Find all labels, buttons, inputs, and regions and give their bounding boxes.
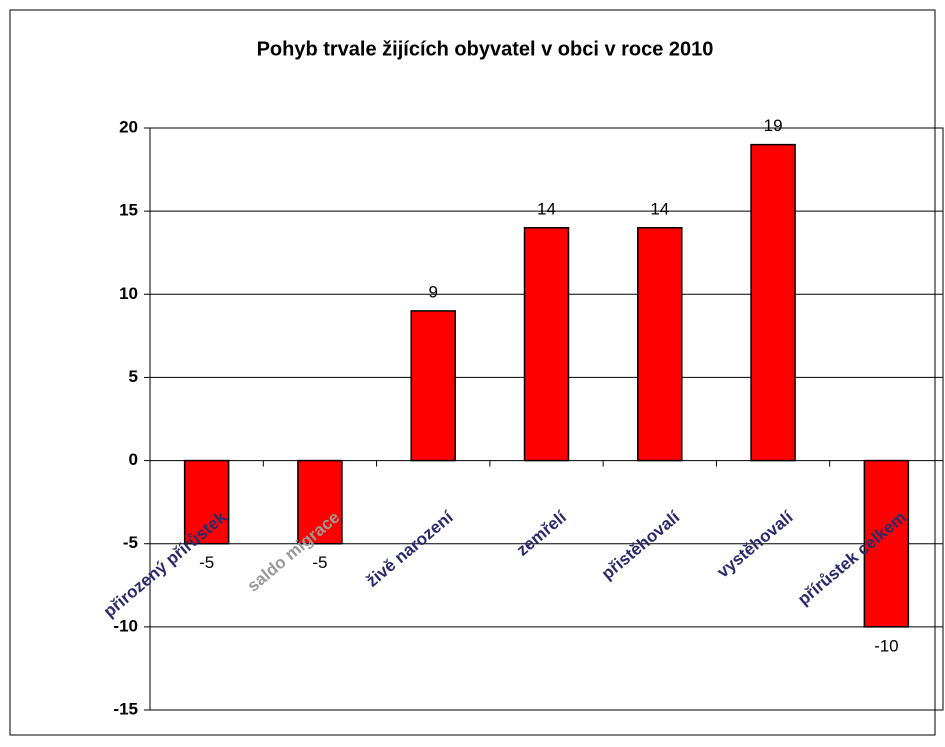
data-label: 9 (428, 282, 437, 301)
bar (297, 459, 343, 545)
chart-border (9, 9, 936, 736)
y-tick-label: 5 (129, 367, 138, 386)
bar (183, 459, 230, 545)
y-tick-label: -5 (123, 533, 138, 552)
bar (523, 227, 570, 462)
bar (750, 143, 796, 462)
y-tick-label: -15 (113, 699, 138, 718)
bar (410, 310, 456, 462)
y-tick-label: 10 (119, 284, 138, 303)
y-tick-label: 15 (119, 201, 138, 220)
y-tick-label: 20 (119, 117, 138, 136)
data-label: 19 (764, 116, 783, 135)
bar (637, 227, 683, 462)
y-tick-label: 0 (129, 450, 138, 469)
data-label: 14 (537, 199, 556, 218)
data-label: 14 (650, 199, 669, 218)
data-label: -10 (874, 636, 899, 655)
y-tick-label: -10 (113, 616, 138, 635)
chart-title: Pohyb trvale žijících obyvatel v obci v … (257, 38, 714, 60)
bar (863, 459, 910, 628)
data-label: -5 (199, 553, 214, 572)
data-label: -5 (312, 553, 327, 572)
